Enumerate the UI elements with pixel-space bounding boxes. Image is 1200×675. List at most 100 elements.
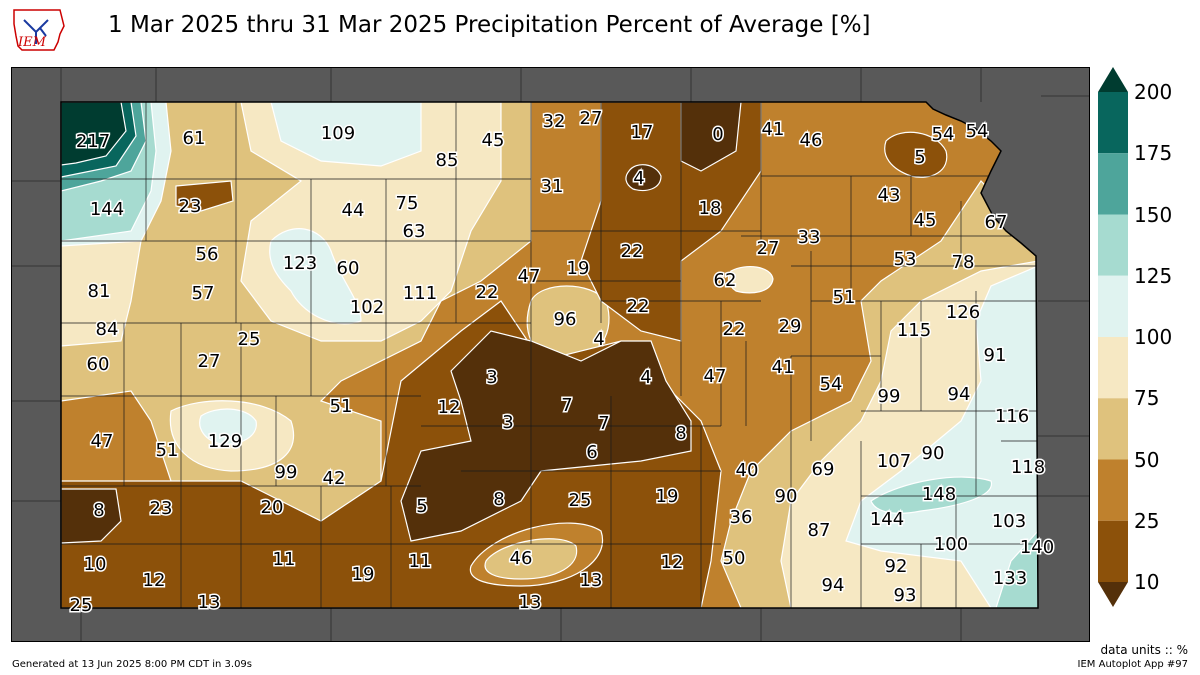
colorbar-tick-label: 150 — [1134, 202, 1173, 227]
colorbar-bin — [1098, 520, 1128, 582]
contour-under-10-center — [400, 330, 692, 542]
value-label: 42 — [323, 468, 346, 489]
colorbar-tick-label: 125 — [1134, 263, 1173, 288]
value-label: 75 — [396, 193, 419, 214]
logo-text: IEM — [17, 35, 47, 50]
value-label: 27 — [757, 238, 780, 259]
value-label: 60 — [87, 354, 110, 375]
value-label: 94 — [822, 575, 845, 596]
value-label: 54 — [966, 121, 989, 142]
value-label: 144 — [870, 509, 904, 530]
value-label: 102 — [350, 297, 384, 318]
data-units: data units :: % — [1100, 643, 1188, 657]
value-label: 123 — [283, 253, 317, 274]
contour-100-125-west — [269, 228, 362, 325]
value-label: 25 — [569, 490, 592, 511]
value-label: 69 — [812, 459, 835, 480]
value-label: 3 — [502, 412, 513, 433]
colorbar-bin — [1098, 337, 1128, 399]
weather-station-icon — [23, 19, 49, 44]
contour-10-25-nw-small — [175, 180, 234, 212]
colorbar-tick-label: 25 — [1134, 508, 1160, 533]
app-identifier: IEM Autoplot App #97 — [1077, 659, 1188, 670]
contour-10-25-neblob — [884, 131, 948, 178]
value-label: 6 — [586, 442, 597, 463]
value-label: 126 — [946, 302, 980, 323]
value-label: 140 — [1020, 537, 1054, 558]
value-label: 45 — [914, 210, 937, 231]
value-label: 91 — [984, 345, 1007, 366]
value-label: 43 — [878, 185, 901, 206]
value-label: 13 — [198, 592, 221, 613]
value-label: 33 — [798, 227, 821, 248]
value-label: 62 — [714, 270, 737, 291]
value-label: 18 — [699, 198, 722, 219]
colorbar-bin — [1098, 398, 1128, 460]
value-label: 41 — [772, 357, 795, 378]
value-label: 0 — [712, 124, 723, 145]
value-label: 22 — [723, 319, 746, 340]
value-label: 22 — [627, 296, 650, 317]
value-label: 103 — [992, 511, 1026, 532]
value-label: 20 — [261, 497, 284, 518]
value-label: 25 — [238, 329, 261, 350]
contour-100-125-sw — [199, 408, 257, 445]
colorbar-under-arrow — [1098, 582, 1128, 607]
colorbar-tick-label: 175 — [1134, 141, 1173, 166]
value-label: 51 — [156, 440, 179, 461]
value-label: 100 — [934, 534, 968, 555]
value-label: 19 — [656, 486, 679, 507]
value-label: 27 — [580, 108, 603, 129]
value-label: 107 — [877, 451, 911, 472]
colorbar-tick-label: 100 — [1134, 325, 1173, 349]
map-frame: 217 61 109 85 45 32 27 17 0 41 46 54 54 5 144 23 44 75 63 3… — [11, 67, 1090, 642]
colorbar-bin — [1098, 153, 1128, 215]
value-label: 19 — [352, 564, 375, 585]
value-label: 51 — [330, 396, 353, 417]
value-label: 51 — [833, 287, 856, 308]
value-label: 61 — [183, 128, 206, 149]
value-label: 11 — [273, 549, 296, 570]
value-label: 50 — [723, 548, 746, 569]
value-label: 90 — [922, 443, 945, 464]
value-label: 111 — [403, 283, 437, 304]
value-label: 67 — [985, 212, 1008, 233]
value-label: 10 — [84, 554, 107, 575]
value-label: 133 — [993, 568, 1027, 589]
colorbar-tick-label: 75 — [1134, 386, 1160, 411]
value-label: 32 — [543, 111, 566, 132]
value-label: 84 — [96, 319, 119, 340]
value-label: 148 — [922, 484, 956, 505]
colorbar-bin — [1098, 275, 1128, 337]
colorbar-bins — [1098, 92, 1128, 582]
value-label: 116 — [995, 406, 1029, 427]
value-label: 4 — [593, 329, 604, 350]
contour-over-200-nw — [61, 102, 127, 166]
value-label: 44 — [342, 200, 365, 221]
value-label: 144 — [90, 199, 124, 220]
value-label: 81 — [88, 281, 111, 302]
value-label: 17 — [631, 122, 654, 143]
value-label: 92 — [885, 556, 908, 577]
value-label: 19 — [567, 258, 590, 279]
value-label: 45 — [482, 130, 505, 151]
colorbar-bin — [1098, 459, 1128, 521]
value-label: 87 — [808, 520, 831, 541]
iowa-outline-icon — [13, 9, 65, 51]
value-label: 53 — [894, 249, 917, 270]
value-label: 46 — [510, 548, 533, 569]
value-label: 85 — [436, 150, 459, 171]
value-label: 54 — [820, 374, 843, 395]
value-label: 31 — [541, 176, 564, 197]
value-label: 56 — [196, 244, 219, 265]
value-label: 118 — [1011, 457, 1045, 478]
value-label: 36 — [730, 507, 753, 528]
value-label: 12 — [661, 552, 684, 573]
value-label: 23 — [150, 498, 173, 519]
value-label: 93 — [894, 585, 917, 606]
value-label: 109 — [321, 123, 355, 144]
value-label: 99 — [878, 386, 901, 407]
value-label: 12 — [438, 397, 461, 418]
value-label: 5 — [914, 147, 925, 168]
